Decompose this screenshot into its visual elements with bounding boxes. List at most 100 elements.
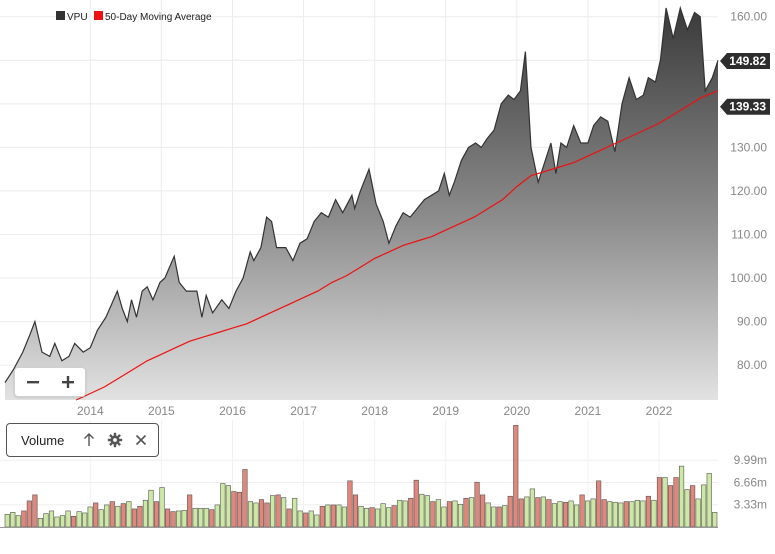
volume-bar (32, 494, 38, 528)
move-up-button[interactable] (80, 430, 98, 450)
time-tick-label: 2014 (77, 404, 104, 418)
zoom-in-button[interactable] (57, 371, 79, 393)
volume-bar (164, 508, 171, 528)
volume-bar (236, 491, 242, 528)
volume-bar (380, 503, 386, 528)
volume-bar (275, 494, 281, 528)
legend-label-ma: 50-Day Moving Average (105, 12, 212, 23)
volume-bar (446, 501, 453, 528)
last-price-flag-label: 149.82 (729, 54, 766, 68)
volume-bar (59, 515, 66, 528)
volume-bar (71, 515, 77, 528)
volume-bar (408, 497, 414, 528)
volume-bar (82, 512, 88, 528)
volume-bar (424, 495, 430, 528)
volume-bar (656, 477, 663, 528)
volume-bar (253, 502, 259, 528)
volume-bar (159, 487, 165, 528)
volume-bar (562, 501, 569, 528)
volume-bar (303, 512, 309, 528)
volume-bar (485, 502, 491, 528)
volume-bar (695, 498, 701, 528)
volume-panel-label: Volume (21, 432, 65, 448)
moving-average-flag-label: 139.33 (729, 100, 766, 114)
close-icon (135, 434, 147, 446)
zoom-out-button[interactable] (22, 371, 44, 393)
volume-bar (225, 485, 231, 528)
volume-bar (192, 507, 198, 528)
volume-bar (325, 504, 331, 528)
volume-axis: 9.99m 6.66m 3.33m (734, 453, 767, 512)
zoom-controls (14, 367, 86, 397)
volume-bar (131, 508, 137, 528)
volume-bar (98, 509, 104, 528)
volume-bar (468, 497, 475, 528)
volume-bar (480, 494, 486, 528)
volume-bar (358, 505, 364, 528)
volume-bar (551, 503, 558, 528)
moving-average-path (75, 90, 719, 401)
volume-bar (319, 505, 325, 528)
volume-bar (54, 516, 60, 528)
volume-bar (629, 501, 635, 528)
settings-button[interactable] (106, 430, 124, 450)
volume-bar (203, 507, 209, 528)
volume-bar (142, 499, 149, 528)
volume-bar (15, 515, 21, 528)
volume-bar (419, 493, 425, 528)
volume-bar (242, 469, 248, 528)
price-area (4, 5, 719, 400)
volume-bar (137, 505, 143, 528)
volume-bar (363, 507, 370, 528)
volume-bar (502, 505, 508, 528)
volume-bar (37, 518, 43, 528)
volume-bar (701, 484, 707, 528)
volume-bar (662, 477, 668, 528)
volume-panel-header: Volume (6, 423, 159, 457)
price-tick-label: 110.00 (731, 227, 767, 241)
minus-icon (26, 381, 39, 384)
volume-bar (590, 498, 596, 528)
volume-bar (247, 501, 254, 528)
close-button[interactable] (132, 430, 150, 450)
volume-bar (120, 503, 126, 528)
price-tick-label: 100.00 (730, 271, 767, 285)
volume-bar (634, 499, 640, 528)
volume-bar (76, 511, 82, 528)
time-tick-label: 2019 (432, 404, 459, 418)
volume-bar (596, 480, 602, 528)
volume-bar (601, 499, 607, 528)
volume-bar (170, 511, 176, 528)
volume-bar (651, 499, 657, 528)
volume-bar (618, 502, 624, 528)
volume-bar (557, 501, 563, 528)
volume-bar (452, 500, 458, 528)
volume-bar (297, 510, 303, 528)
volume-bar (269, 495, 276, 528)
volume-bar (518, 498, 524, 528)
volume-bar (330, 504, 336, 528)
price-line (4, 5, 719, 383)
volume-tick-label: 9.99m (734, 453, 767, 467)
volume-bar (286, 508, 292, 528)
time-tick-label: 2017 (290, 404, 317, 418)
volume-bar (623, 501, 629, 528)
volume-bar (579, 494, 585, 528)
volume-bar (607, 501, 613, 528)
volume-bar (706, 473, 712, 528)
arrow-up-icon (84, 433, 95, 446)
time-tick-label: 2022 (646, 404, 673, 418)
time-tick-label: 2020 (503, 404, 530, 418)
volume-bar (281, 497, 287, 528)
volume-bars (0, 425, 718, 528)
volume-bar (457, 503, 464, 528)
volume-bar (573, 504, 580, 528)
volume-bar (341, 506, 347, 528)
volume-bar (264, 502, 270, 528)
volume-bar (402, 500, 408, 528)
volume-bar (87, 506, 93, 528)
moving-average-flag (720, 98, 770, 115)
volume-bar (43, 513, 49, 528)
volume-bar (4, 513, 10, 528)
